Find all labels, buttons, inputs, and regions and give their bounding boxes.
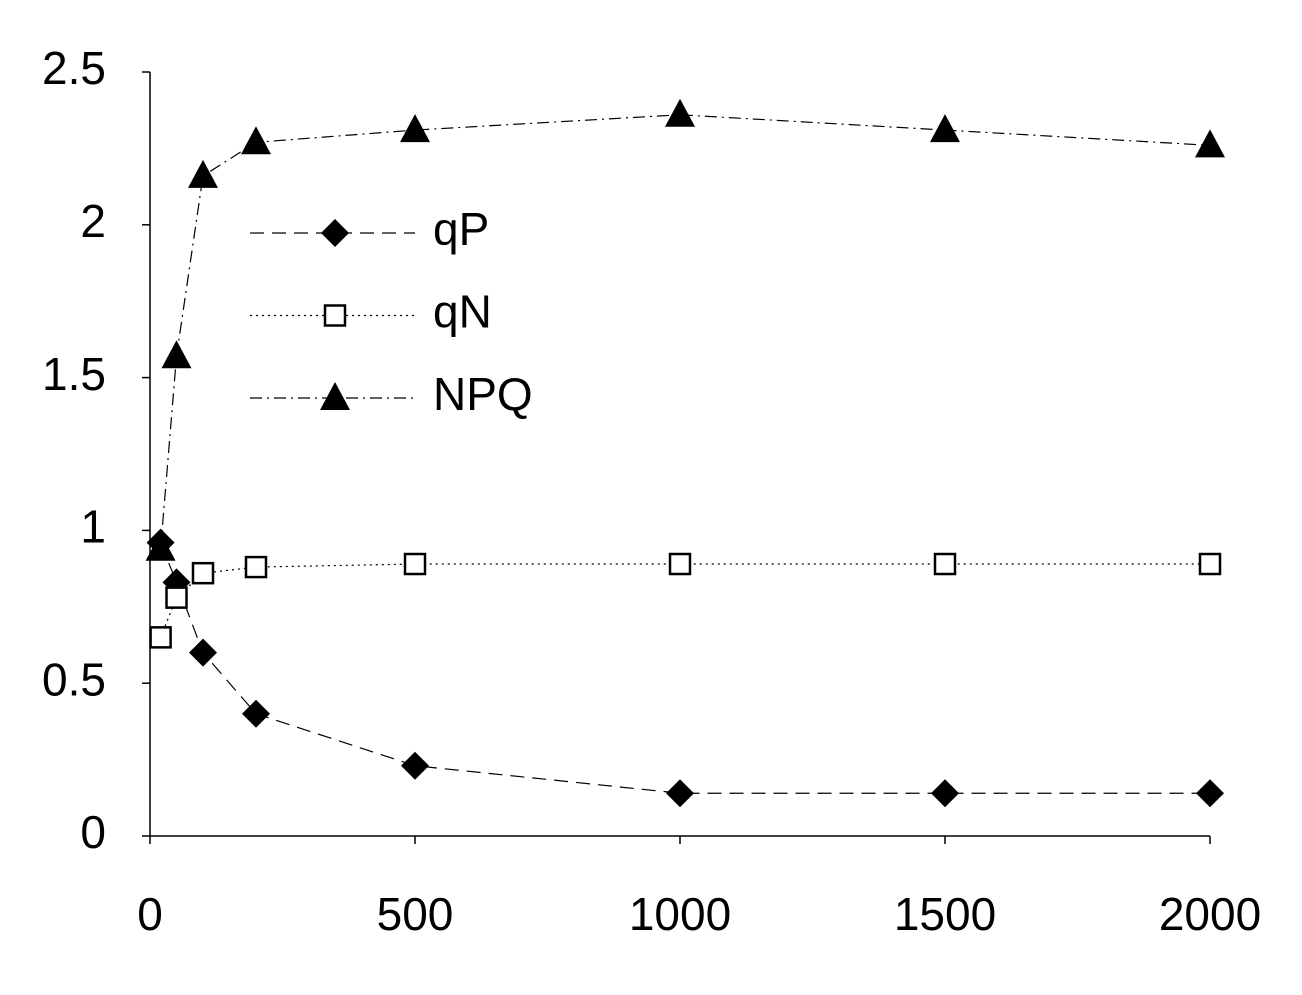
x-tick-label: 2000 <box>1159 888 1261 940</box>
marker <box>930 114 960 143</box>
x-tick-label: 0 <box>137 888 163 940</box>
legend-label: NPQ <box>433 368 533 420</box>
marker <box>1196 779 1224 808</box>
marker <box>400 114 430 143</box>
y-tick-label: 2 <box>80 195 106 247</box>
legend-marker <box>323 304 347 327</box>
marker <box>931 779 959 808</box>
marker <box>188 159 218 188</box>
x-tick-label: 1500 <box>894 888 996 940</box>
marker <box>161 340 192 369</box>
marker <box>145 532 176 561</box>
marker <box>189 638 217 667</box>
marker <box>241 126 271 155</box>
y-tick-label: 2.5 <box>42 42 106 94</box>
series-line <box>160 114 1211 549</box>
legend-marker <box>320 382 350 410</box>
legend-marker <box>321 219 349 247</box>
marker <box>401 751 429 780</box>
y-tick-label: 1.5 <box>42 348 106 400</box>
marker <box>242 699 270 728</box>
marker <box>149 626 172 649</box>
marker <box>403 552 427 576</box>
x-tick-label: 1000 <box>629 888 731 940</box>
marker <box>244 555 268 579</box>
series-line <box>160 542 1210 794</box>
marker <box>191 561 215 585</box>
marker <box>668 552 692 576</box>
legend-label: qP <box>433 203 489 255</box>
marker <box>666 779 694 808</box>
marker <box>165 586 188 609</box>
x-tick-label: 500 <box>377 888 454 940</box>
y-tick-label: 0 <box>80 806 106 858</box>
marker <box>933 552 957 576</box>
marker <box>665 98 695 127</box>
legend-label: qN <box>433 286 492 338</box>
marker <box>1195 129 1225 158</box>
y-tick-label: 1 <box>80 501 106 553</box>
marker <box>1198 552 1222 576</box>
y-tick-label: 0.5 <box>42 653 106 705</box>
